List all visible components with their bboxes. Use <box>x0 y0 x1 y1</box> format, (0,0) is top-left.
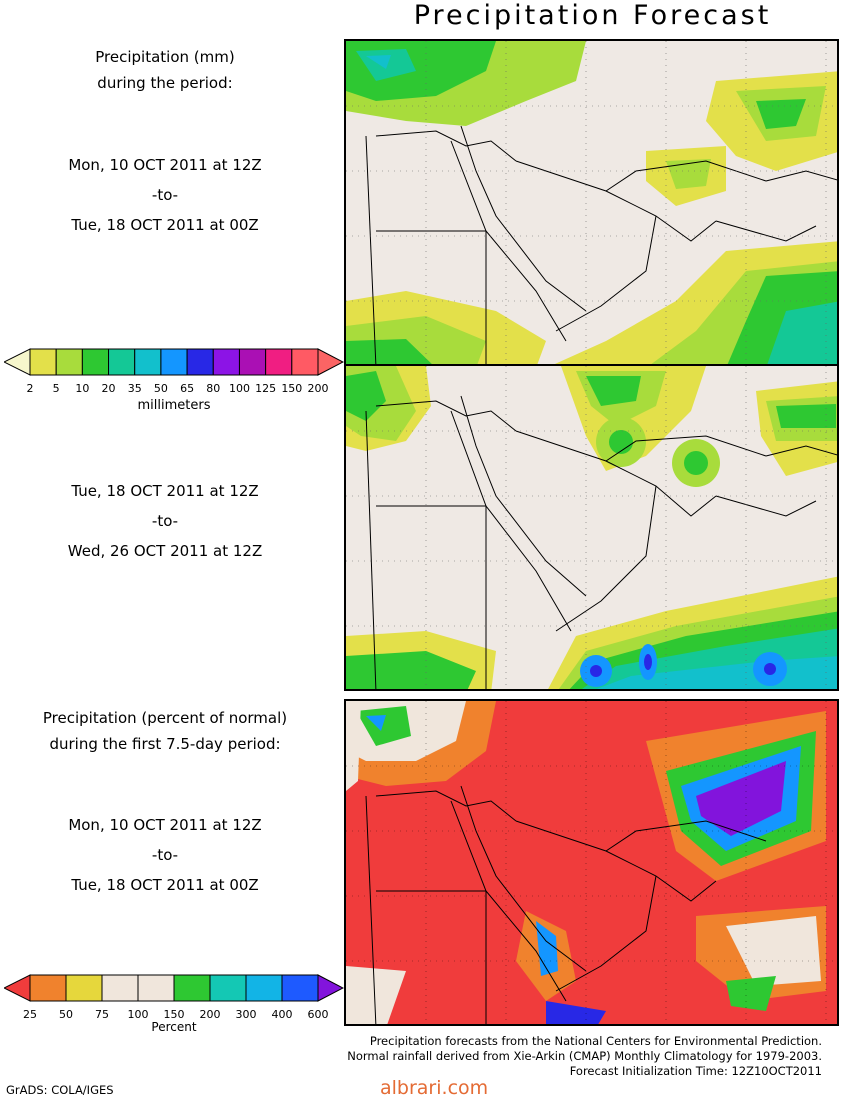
colorbar-mm-tick: 200 <box>307 382 329 395</box>
colorbar-percent-tick: 600 <box>307 1008 329 1021</box>
colorbar-mm-swatch <box>186 348 214 376</box>
colorbar-percent-swatch <box>245 974 283 1002</box>
block2-start: Tue, 18 OCT 2011 at 12Z <box>71 482 259 500</box>
colorbar-mm-tick: 5 <box>52 382 60 395</box>
colorbar-mm-arrow-high <box>317 348 345 376</box>
colorbar-percent-tick: 400 <box>271 1008 293 1021</box>
block1-line2: during the period: <box>97 74 233 92</box>
footer-line1: Precipitation forecasts from the Nationa… <box>369 1034 822 1048</box>
page-title: Precipitation Forecast <box>413 0 772 31</box>
grads-credit: GrADS: COLA/IGES <box>6 1083 114 1097</box>
colorbar-mm-tick: 150 <box>281 382 303 395</box>
watermark: albrari.com <box>380 1077 489 1099</box>
colorbar-mm-tick: 10 <box>75 382 90 395</box>
colorbar-percent-swatch <box>29 974 67 1002</box>
map-week1-svg <box>346 41 837 364</box>
colorbar-mm-swatch <box>212 348 240 376</box>
colorbar-percent-tick: 50 <box>59 1008 73 1021</box>
colorbar-mm-swatch <box>160 348 188 376</box>
block2-to: -to- <box>151 512 179 530</box>
colorbar-percent-arrow-high <box>317 974 345 1002</box>
colorbar-mm-tick: 100 <box>228 382 250 395</box>
block1-end: Tue, 18 OCT 2011 at 00Z <box>71 216 259 234</box>
colorbar-mm-tick: 2 <box>26 382 34 395</box>
colorbar-mm-svg <box>2 348 345 376</box>
colorbar-percent-swatch <box>281 974 319 1002</box>
block1-start: Mon, 10 OCT 2011 at 12Z <box>68 156 262 174</box>
colorbar-mm: 2 5 10 20 35 50 65 80 100 125 150 200 millimeters <box>2 348 345 413</box>
colorbar-percent-swatch <box>101 974 139 1002</box>
block1-period: Mon, 10 OCT 2011 at 12Z -to- Tue, 18 OCT… <box>0 150 330 240</box>
block1-to: -to- <box>151 186 179 204</box>
colorbar-mm-tick: 80 <box>206 382 221 395</box>
block2-period: Tue, 18 OCT 2011 at 12Z -to- Wed, 26 OCT… <box>0 476 330 566</box>
colorbar-percent-swatch <box>209 974 247 1002</box>
colorbar-percent-ticks: 25 50 75 100 150 200 300 400 600 <box>4 1006 344 1022</box>
colorbar-mm-tick: 50 <box>153 382 168 395</box>
colorbar-percent-arrow-low <box>2 974 31 1002</box>
colorbar-percent-label: Percent <box>151 1020 197 1034</box>
colorbar-mm-tick: 35 <box>127 382 142 395</box>
colorbar-mm-swatch <box>81 348 110 376</box>
colorbar-percent-tick: 75 <box>95 1008 109 1021</box>
map-panel-week1 <box>344 39 839 366</box>
colorbar-mm-tick: 125 <box>255 382 277 395</box>
block3-to: -to- <box>151 846 179 864</box>
colorbar-mm-swatch <box>55 348 83 376</box>
block1-line1: Precipitation (mm) <box>95 48 235 66</box>
map-week2-svg <box>346 366 837 689</box>
block3-header: Precipitation (percent of normal) during… <box>0 705 330 757</box>
colorbar-mm-swatch <box>134 348 162 376</box>
footer-line3: Forecast Initialization Time: 12Z10OCT20… <box>569 1064 822 1078</box>
map-percent-svg <box>346 701 837 1024</box>
colorbar-percent-tick: 300 <box>235 1008 257 1021</box>
colorbar-mm-swatch <box>265 348 293 376</box>
colorbar-percent-tick: 200 <box>199 1008 221 1021</box>
colorbar-percent-swatch <box>173 974 211 1002</box>
block3-end: Tue, 18 OCT 2011 at 00Z <box>71 876 259 894</box>
colorbar-percent-svg <box>2 974 345 1002</box>
block3-line1: Precipitation (percent of normal) <box>42 709 288 727</box>
map-panel-percent-normal <box>344 699 839 1026</box>
colorbar-mm-tick: 20 <box>101 382 116 395</box>
colorbar-mm-label: millimeters <box>137 398 211 413</box>
block1-header: Precipitation (mm) during the period: <box>0 44 330 96</box>
colorbar-mm-swatch <box>291 348 319 376</box>
colorbar-percent-swatch <box>137 974 175 1002</box>
colorbar-percent-tick: 100 <box>127 1008 149 1021</box>
footer-line2: Normal rainfall derived from Xie-Arkin (… <box>347 1049 822 1063</box>
footer-notes: Precipitation forecasts from the Nationa… <box>347 1034 822 1079</box>
block2-end: Wed, 26 OCT 2011 at 12Z <box>67 542 263 560</box>
colorbar-mm-swatch <box>238 348 267 376</box>
colorbar-percent: 25 50 75 100 150 200 300 400 600 Percent <box>2 974 345 1036</box>
colorbar-percent-tick: 25 <box>23 1008 37 1021</box>
block3-period: Mon, 10 OCT 2011 at 12Z -to- Tue, 18 OCT… <box>0 810 330 900</box>
colorbar-mm-swatch <box>29 348 57 376</box>
colorbar-mm-arrow-low <box>2 348 31 376</box>
block3-line2: during the first 7.5-day period: <box>49 735 281 753</box>
colorbar-mm-tick: 65 <box>180 382 195 395</box>
colorbar-mm-swatch <box>108 348 136 376</box>
colorbar-mm-ticks: 2 5 10 20 35 50 65 80 100 125 150 200 <box>4 380 344 396</box>
colorbar-percent-tick: 150 <box>163 1008 185 1021</box>
map-panel-week2 <box>344 364 839 691</box>
block3-start: Mon, 10 OCT 2011 at 12Z <box>68 816 262 834</box>
colorbar-percent-swatch <box>65 974 103 1002</box>
